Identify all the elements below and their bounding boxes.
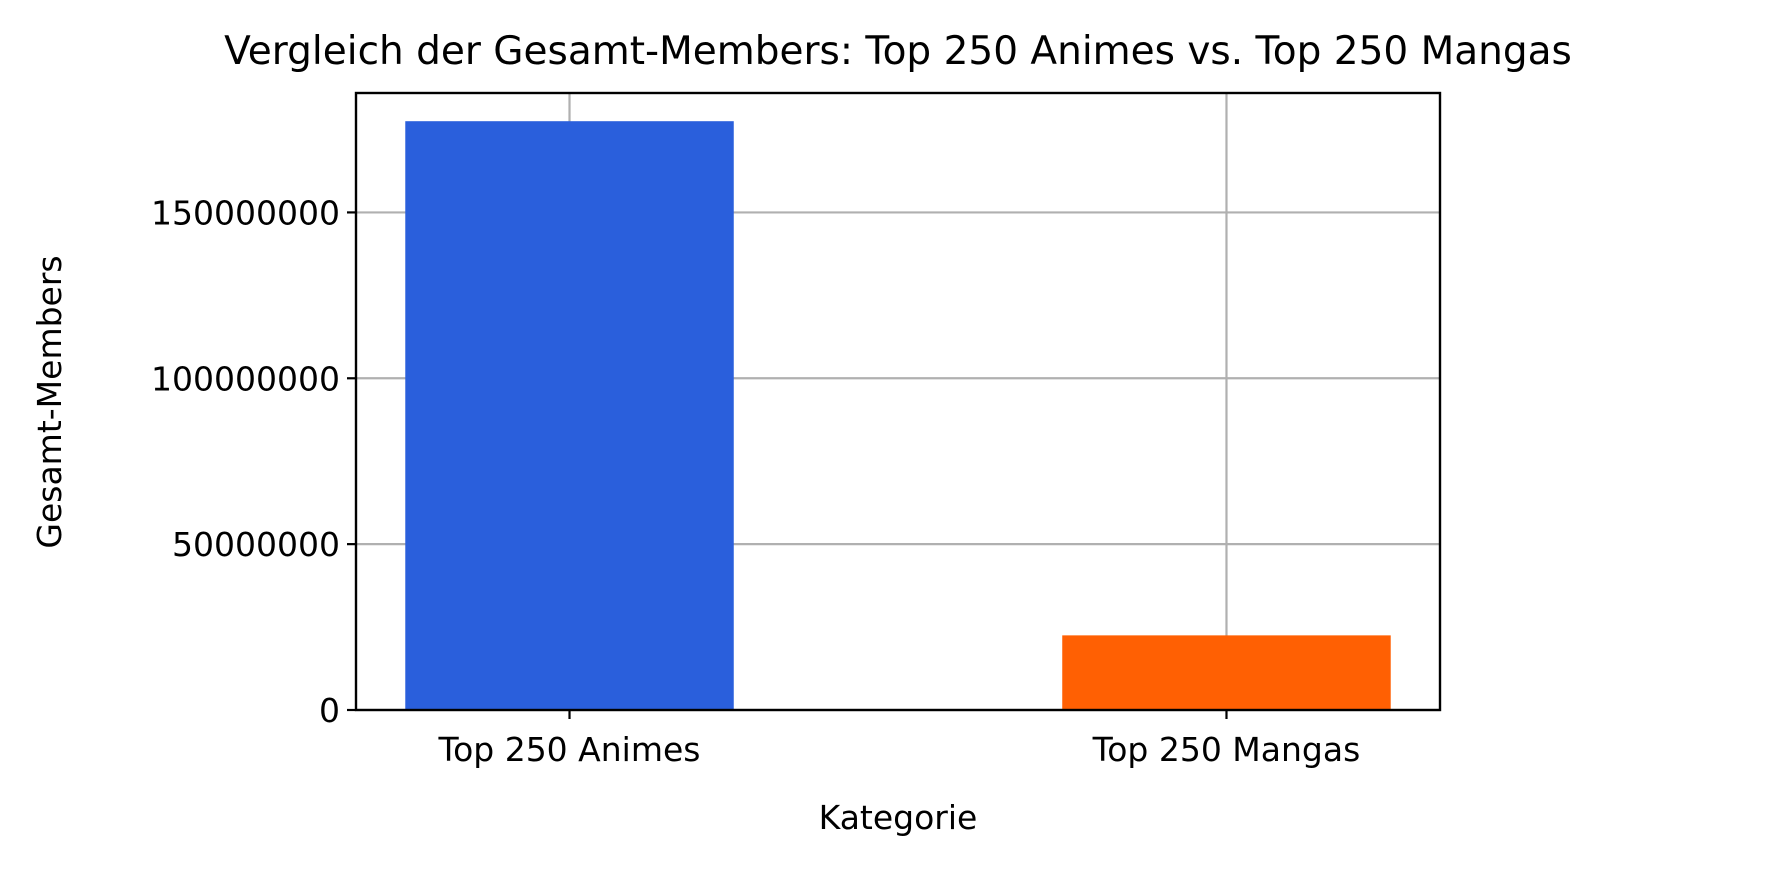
bar-animes [405, 121, 734, 711]
y-tick-label: 0 [319, 691, 340, 730]
x-axis-label: Kategorie [819, 798, 978, 837]
bar-mangas [1062, 635, 1391, 710]
x-tick-label: Top 250 Animes [438, 730, 701, 769]
y-tick-label: 50000000 [172, 525, 340, 564]
x-axis-ticks: Top 250 Animes Top 250 Mangas [438, 710, 1361, 769]
y-axis-ticks: 0 50000000 100000000 150000000 [151, 193, 356, 730]
y-axis-label: Gesamt-Members [30, 255, 69, 548]
chart-title: Vergleich der Gesamt-Members: Top 250 An… [224, 29, 1572, 74]
bars [405, 121, 1391, 711]
plot-frame [354, 91, 1442, 712]
x-tick-label: Top 250 Mangas [1092, 730, 1361, 769]
y-tick-label: 100000000 [151, 359, 340, 398]
y-tick-label: 150000000 [151, 193, 340, 232]
